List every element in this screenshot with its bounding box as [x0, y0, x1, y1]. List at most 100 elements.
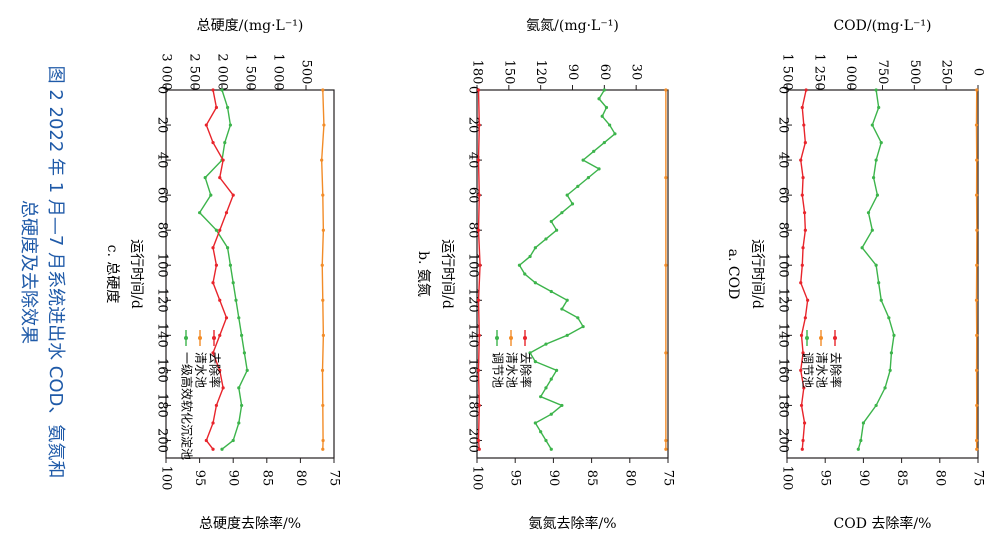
data-point [597, 167, 601, 171]
yright-tick-label: 95 [192, 470, 207, 487]
data-point [477, 193, 481, 197]
data-point [204, 123, 208, 127]
x-tick-label: 60 [776, 187, 791, 204]
legend-item: 清水池 [815, 330, 829, 388]
data-point [533, 246, 537, 250]
panel-label: a. COD [725, 249, 741, 300]
data-point [240, 333, 244, 337]
data-point [892, 333, 896, 337]
legend-label: 去除率 [829, 352, 844, 388]
yright-tick-label: 85 [894, 470, 909, 487]
data-point [211, 281, 215, 285]
x-tick-label: 0 [155, 86, 170, 94]
yleft-tick-label: 150 [501, 60, 516, 85]
x-tick-label: 20 [776, 117, 791, 134]
data-point [801, 246, 805, 250]
series-0 [517, 88, 617, 451]
series-1 [664, 88, 668, 451]
x-tick-label: 120 [155, 288, 170, 313]
x-tick-label: 0 [776, 86, 791, 94]
yright-axis-title: COD 去除率/% [834, 515, 932, 532]
data-point [870, 123, 874, 127]
data-point [476, 88, 481, 92]
x-tick-label: 40 [466, 152, 481, 169]
yleft-tick-label: 1 250 [811, 53, 826, 90]
data-point [476, 438, 481, 443]
data-point [560, 307, 564, 311]
data-point [586, 176, 591, 180]
panel-hardness: 0 20 40 60 80 100 120 140 160 180 200 500 1 000 1 500… [104, 18, 342, 532]
x-tick-label: 20 [155, 117, 170, 134]
yleft-tick-label: 2 500 [187, 53, 202, 90]
yright-tick-label: 90 [546, 470, 561, 487]
data-point [800, 263, 804, 267]
data-point [866, 211, 871, 215]
data-point [228, 263, 232, 267]
series-2 [476, 88, 482, 451]
x-tick-label: 180 [776, 393, 791, 418]
x-tick-label: 180 [155, 393, 170, 418]
data-point [874, 263, 878, 267]
data-point [804, 88, 808, 92]
data-point [975, 403, 979, 408]
yright-tick-label: 100 [159, 466, 174, 491]
x-axis-title: 运行时间/d [439, 239, 455, 309]
data-point [879, 140, 883, 145]
data-point [320, 368, 325, 372]
data-point [203, 176, 207, 180]
data-point [799, 281, 803, 285]
data-point [856, 447, 860, 451]
legend-marker [212, 336, 216, 340]
plot-frame [786, 89, 979, 459]
yleft-tick-label: 30 [629, 64, 644, 81]
data-point [198, 211, 202, 215]
series-line [477, 89, 481, 450]
data-point [533, 360, 537, 364]
x-tick-label: 40 [776, 152, 791, 169]
data-point [664, 447, 668, 451]
yleft-tick-label: 1 000 [843, 53, 858, 90]
legend-marker [833, 336, 837, 340]
data-point [214, 228, 218, 232]
data-point [664, 176, 668, 180]
x-tick-label: 80 [776, 222, 791, 239]
data-point [608, 123, 612, 127]
data-point [226, 105, 230, 110]
data-point [974, 368, 979, 372]
data-point [242, 351, 246, 355]
data-point [245, 368, 249, 372]
legend-label: 调节池 [491, 352, 505, 388]
data-point [565, 193, 569, 197]
data-point [975, 158, 979, 162]
data-point [231, 281, 235, 285]
data-point [218, 228, 222, 232]
data-point [801, 438, 805, 443]
series-0 [198, 88, 249, 451]
data-point [476, 368, 481, 372]
yright-tick-label: 90 [226, 470, 241, 487]
data-point [214, 263, 218, 267]
data-point [234, 298, 238, 302]
data-point [221, 386, 225, 390]
data-point [576, 184, 580, 188]
x-tick-label: 160 [155, 358, 170, 383]
yleft-tick-label: 90 [565, 64, 580, 81]
data-point [802, 123, 806, 127]
data-point [476, 228, 481, 232]
yleft-axis-title: COD/(mg·L⁻¹) [833, 18, 931, 34]
data-point [664, 438, 668, 443]
data-point [321, 228, 325, 232]
data-point [220, 447, 224, 451]
data-point [220, 88, 224, 92]
yright-tick-label: 80 [622, 470, 637, 487]
data-point [476, 158, 481, 162]
legend-label: 调节池 [801, 352, 815, 388]
data-point [224, 211, 229, 215]
data-point [975, 447, 979, 451]
data-point [237, 316, 241, 320]
series-1 [974, 88, 979, 451]
data-point [803, 140, 807, 145]
data-point [802, 421, 807, 425]
data-point [975, 228, 979, 232]
